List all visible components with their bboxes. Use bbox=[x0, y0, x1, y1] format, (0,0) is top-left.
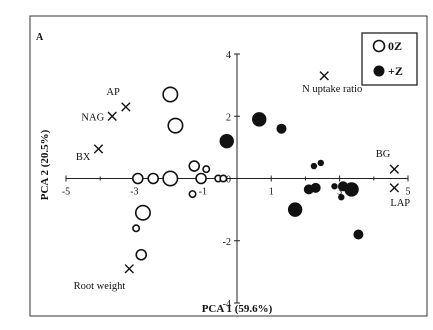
figure-frame bbox=[29, 15, 428, 317]
point-0z bbox=[219, 174, 228, 183]
legend-box bbox=[361, 32, 418, 86]
variable-cross-marker bbox=[389, 183, 400, 193]
variable-label: BX bbox=[76, 152, 91, 163]
legend-marker-plus-z bbox=[373, 65, 385, 77]
point-plus-z bbox=[331, 183, 338, 190]
variable-markers: AP NAG BX Root weight N uptake ratio BG LAP bbox=[74, 71, 410, 292]
data-points bbox=[132, 86, 364, 261]
point-0z bbox=[147, 172, 160, 185]
y-tick-label: 0 bbox=[226, 175, 231, 186]
legend-label-plus-z: +Z bbox=[388, 64, 403, 78]
point-plus-z bbox=[317, 159, 324, 167]
point-0z bbox=[202, 165, 211, 174]
x-tick-label: -5 bbox=[62, 187, 70, 198]
x-tick-label: -3 bbox=[130, 187, 138, 198]
point-0z bbox=[162, 170, 179, 187]
variable-cross-marker bbox=[121, 102, 131, 112]
variable-label: Root weight bbox=[74, 281, 126, 292]
point-0z bbox=[135, 248, 148, 261]
y-tick-label: -4 bbox=[223, 299, 231, 310]
variable-label: NAG bbox=[81, 112, 104, 123]
point-0z bbox=[132, 224, 141, 233]
variable-cross-marker bbox=[93, 144, 104, 154]
point-0z bbox=[134, 204, 151, 221]
variable-label: AP bbox=[106, 87, 120, 98]
point-0z bbox=[132, 172, 144, 185]
panel-label: A bbox=[36, 32, 44, 43]
point-plus-z bbox=[310, 162, 318, 170]
x-tick-label: -1 bbox=[199, 187, 207, 198]
variable-label: N uptake ratio bbox=[302, 84, 362, 95]
point-0z bbox=[195, 172, 207, 185]
x-tick-label: 1 bbox=[269, 187, 274, 198]
variable-cross-marker bbox=[389, 164, 400, 174]
variable-cross-marker bbox=[124, 264, 134, 274]
point-plus-z bbox=[353, 229, 364, 240]
y-axis-title: PCA 2 (20.5%) bbox=[39, 129, 51, 200]
point-plus-z bbox=[310, 182, 321, 193]
x-axis-title: PCA 1 (59.6%) bbox=[202, 303, 273, 315]
legend: 0Z +Z bbox=[361, 32, 418, 86]
y-tick-label: 4 bbox=[226, 50, 231, 61]
point-0z bbox=[188, 190, 197, 199]
y-tick-label: 2 bbox=[226, 112, 231, 123]
legend-marker-0z bbox=[372, 39, 386, 53]
point-plus-z bbox=[252, 112, 267, 127]
point-plus-z bbox=[219, 133, 234, 149]
y-tick-label: -2 bbox=[223, 237, 231, 248]
legend-label-0z: 0Z bbox=[388, 39, 402, 53]
variable-label: BG bbox=[376, 149, 391, 160]
x-tick-label: 3 bbox=[337, 187, 342, 198]
variable-cross-marker bbox=[319, 71, 329, 81]
ticks: -5 -3 -1 1 3 5 4 2 0 -2 -4 bbox=[62, 50, 411, 310]
point-plus-z bbox=[338, 193, 345, 201]
point-plus-z bbox=[344, 182, 359, 197]
variable-label: LAP bbox=[390, 198, 410, 209]
point-0z bbox=[162, 86, 179, 103]
x-tick-label: 5 bbox=[406, 187, 411, 198]
point-0z bbox=[188, 160, 201, 172]
point-0z bbox=[167, 117, 184, 134]
point-plus-z bbox=[287, 202, 303, 217]
point-plus-z bbox=[276, 123, 287, 134]
variable-cross-marker bbox=[107, 111, 117, 121]
